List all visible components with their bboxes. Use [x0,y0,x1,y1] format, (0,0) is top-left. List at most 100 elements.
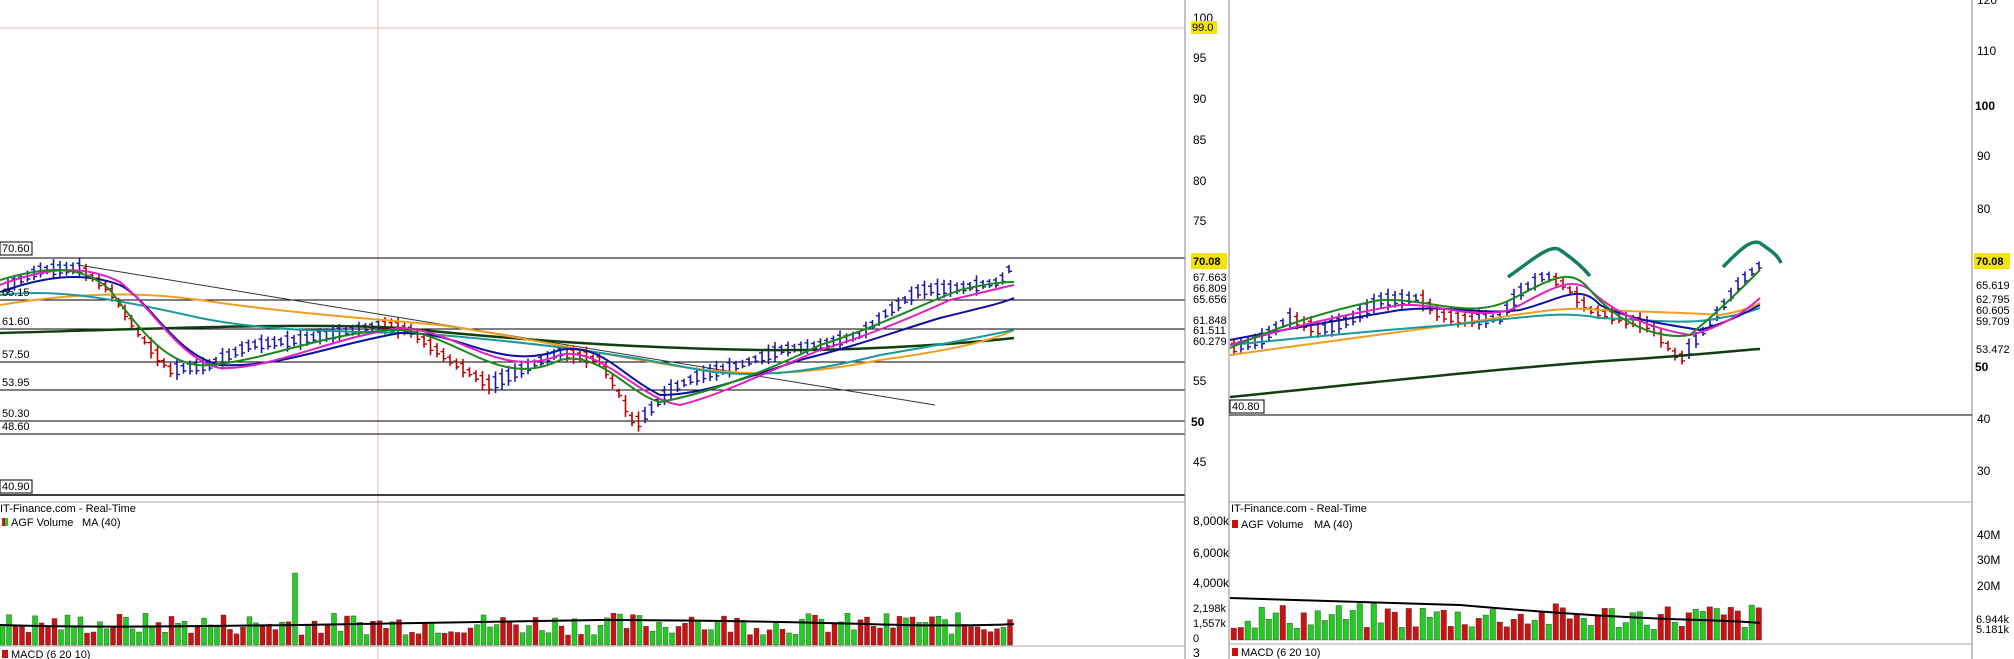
left-volume-bar [279,621,285,646]
left-price-bar [609,374,616,389]
right-price-bar [1406,291,1412,306]
left-volume-bar [383,628,389,646]
right-volume-bar [1720,614,1727,641]
left-volume-bar [877,627,883,646]
right-price-bar [1518,282,1524,300]
left-cursor-price-highlight [1191,21,1217,34]
right-price-bar [1560,277,1566,291]
right-volume-bar [1258,607,1265,641]
left-volume-value-label: 2,198k [1193,603,1227,615]
right-ma-value-label: 60.605 [1976,305,2010,317]
left-volume-bar [259,624,266,646]
left-volume-bar [233,633,240,646]
left-volume-bar [916,622,922,646]
left-volume-bar [116,614,123,646]
left-volume-bar [409,632,415,646]
left-price-bar [642,406,648,424]
left-price-bar [180,362,187,374]
right-volume-bar [1286,623,1293,641]
right-volume-bar [1419,607,1426,641]
left-volume-bar [474,624,480,646]
right-price-bar [1567,285,1573,295]
left-price-bar [674,380,681,393]
left-price-bar [499,368,505,390]
left-volume-bar [968,626,974,646]
left-price-bar [473,370,479,383]
left-price-bar [629,411,635,427]
left-volume-bar [194,626,201,646]
left-price-bar [31,265,37,281]
left-ma-value-label: 66.809 [1193,283,1227,295]
left-volume-bar [903,617,909,646]
left-volume-bar [584,624,591,646]
left-volume-bar [253,622,259,646]
right-volume-legend-swatch [1232,520,1238,528]
right-volume-bar [1643,624,1650,641]
left-level-label: 53.95 [2,377,30,389]
left-volume-value-label: 1,557k [1193,618,1227,630]
left-volume-bar [617,613,623,646]
left-volume-bar [643,626,649,646]
right-volume-bar [1727,607,1734,641]
left-volume-bar [636,615,643,646]
right-volume-bar [1678,626,1685,641]
right-volume-axis: 40M 30M 20M 6.944k 5.181k [1976,528,2010,636]
right-volume-bar [1377,622,1384,641]
right-axis-tick: 50 [1975,360,1989,374]
right-volume-bar [1524,623,1531,641]
left-axis-tick: 90 [1193,92,1207,106]
left-level-label: 65.15 [2,287,30,299]
left-volume-bar [441,632,448,646]
left-volume-bar [324,625,331,646]
left-price-bar [941,279,947,298]
left-price-bar [278,337,284,347]
right-volume-bar [1601,608,1608,641]
left-volume-bar [129,628,136,646]
left-price-bar [486,374,492,395]
right-volume-bar [1566,618,1573,641]
left-ma-green [0,269,1015,404]
right-volume-bar [1734,610,1741,641]
left-volume-bar [110,627,116,646]
right-ma-value-label: 62.795 [1976,294,2010,306]
left-volume-bar [305,624,311,646]
left-price-bar [960,280,967,294]
right-volume-bar [1706,606,1713,641]
right-volume-bar [1300,612,1307,641]
left-price-bar [271,336,278,350]
left-price-bar [479,370,486,390]
left-price-bar [759,348,765,365]
right-volume-bar [1342,619,1349,641]
left-volume-bar [123,617,129,646]
left-volume-bar [480,614,487,646]
right-volume-bar [1608,608,1615,641]
right-volume-bar [1636,611,1643,641]
left-price-bar [895,297,902,312]
left-ma-value-label: 61.848 [1193,315,1227,327]
left-volume-bar [623,628,630,646]
right-volume-bar [1433,611,1440,641]
left-volume-bar [786,632,792,646]
left-volume-bar [51,618,58,646]
right-price-bar [1308,316,1314,337]
left-price-bar [915,284,921,299]
left-price-bar [648,401,655,416]
right-axis-tick: 30 [1977,464,1991,478]
left-volume-bar [435,632,441,646]
left-volume-bar [357,621,363,646]
left-price-bar [245,339,252,353]
right-price-bar [1749,267,1755,276]
left-price-bar [726,357,733,378]
left-volume-bar [565,634,571,646]
left-volume-bar [805,613,812,646]
left-price-bar [505,365,512,386]
left-volume-bar [266,623,272,646]
left-volume-bar [825,631,831,646]
right-volume-bar [1489,609,1496,641]
right-volume-bar [1447,626,1454,641]
left-volume-bar [883,613,890,646]
left-volume-bar [747,634,753,646]
right-volume-axis-tick: 30M [1977,553,2000,567]
right-volume-bar [1468,626,1475,641]
left-volume-bar [214,624,220,646]
